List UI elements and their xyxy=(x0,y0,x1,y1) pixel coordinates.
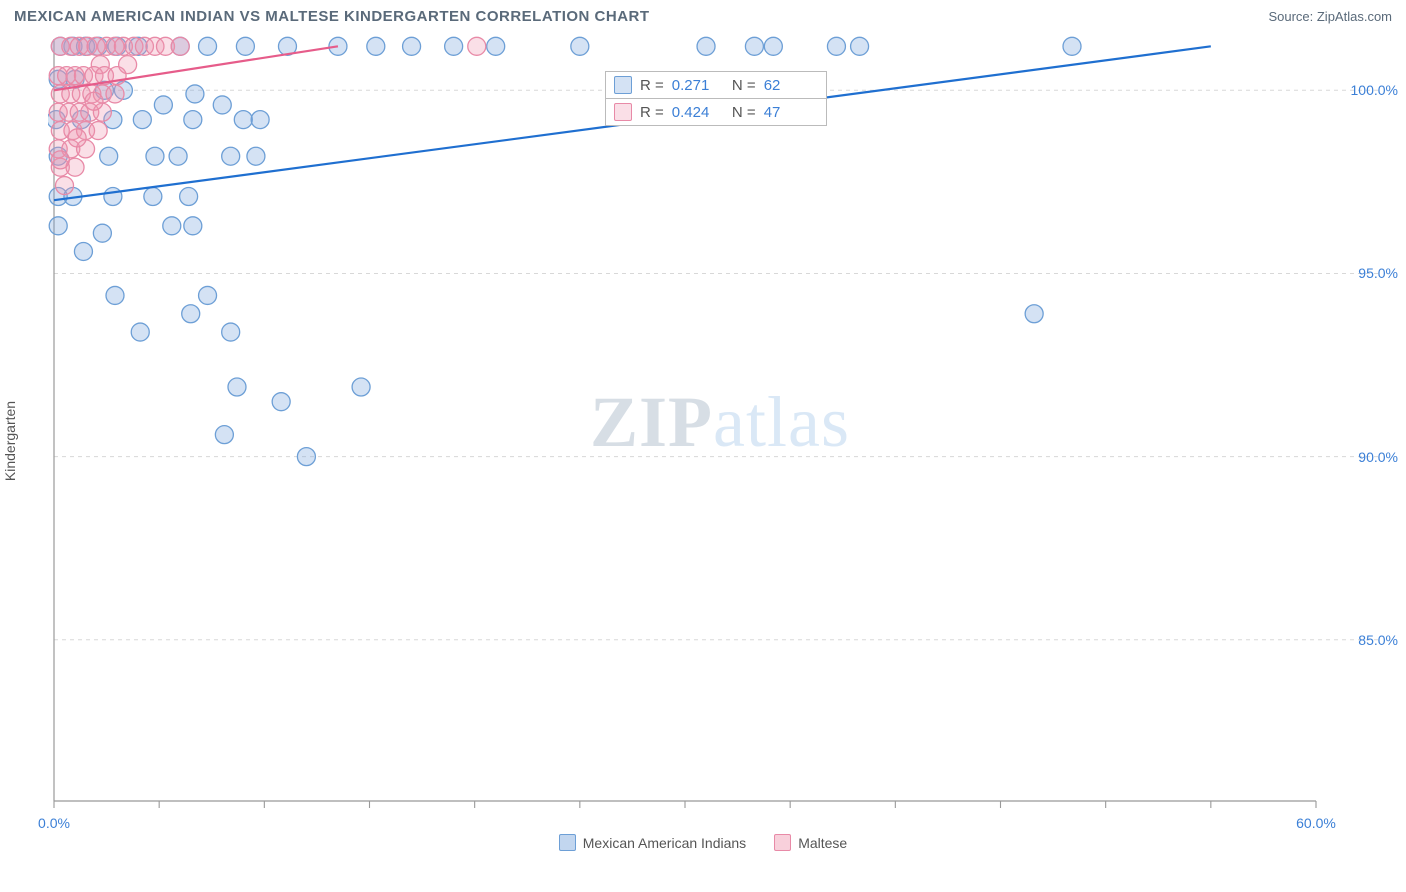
scatter-plot xyxy=(48,31,1388,851)
legend-label: Mexican American Indians xyxy=(583,835,746,851)
stats-legend-box: R = 0.271 N = 62 R = 0.424 N = 47 xyxy=(605,71,827,126)
stats-row: R = 0.424 N = 47 xyxy=(605,99,827,126)
stats-r-value: 0.424 xyxy=(672,104,720,121)
x-tick-label: 60.0% xyxy=(1296,815,1336,831)
y-axis-label: Kindergarten xyxy=(2,401,18,481)
stats-swatch xyxy=(614,103,632,121)
y-tick-label: 100.0% xyxy=(1351,82,1398,98)
stats-r-label: R = xyxy=(640,77,664,94)
stats-r-label: R = xyxy=(640,104,664,121)
stats-n-label: N = xyxy=(728,104,756,121)
stats-r-value: 0.271 xyxy=(672,77,720,94)
legend-item: Maltese xyxy=(774,834,847,851)
y-tick-label: 95.0% xyxy=(1358,265,1398,281)
chart-header: MEXICAN AMERICAN INDIAN VS MALTESE KINDE… xyxy=(0,0,1406,31)
chart-source: Source: ZipAtlas.com xyxy=(1268,9,1392,24)
y-tick-label: 85.0% xyxy=(1358,632,1398,648)
legend-swatch xyxy=(774,834,791,851)
stats-n-label: N = xyxy=(728,77,756,94)
stats-swatch xyxy=(614,76,632,94)
stats-n-value: 62 xyxy=(764,77,812,94)
y-tick-label: 90.0% xyxy=(1358,449,1398,465)
legend-bottom: Mexican American Indians Maltese xyxy=(0,834,1406,851)
legend-item: Mexican American Indians xyxy=(559,834,746,851)
legend-label: Maltese xyxy=(798,835,847,851)
stats-row: R = 0.271 N = 62 xyxy=(605,71,827,99)
chart-title: MEXICAN AMERICAN INDIAN VS MALTESE KINDE… xyxy=(14,8,650,25)
x-tick-label: 0.0% xyxy=(38,815,70,831)
legend-swatch xyxy=(559,834,576,851)
stats-n-value: 47 xyxy=(764,104,812,121)
chart-area: Kindergarten ZIPatlas R =0.271 N =62R =0… xyxy=(0,31,1406,851)
